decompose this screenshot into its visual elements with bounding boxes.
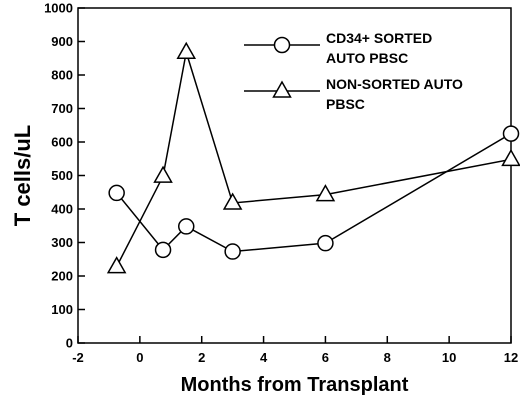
- data-point-triangle: [176, 41, 197, 59]
- data-point-triangle: [222, 192, 243, 210]
- legend-label: PBSC: [326, 96, 365, 112]
- data-point-circle: [224, 243, 241, 260]
- y-tick-label: 400: [51, 202, 73, 217]
- x-tick-label: 4: [260, 350, 268, 365]
- axes: [77, 7, 512, 344]
- data-point-circle: [502, 125, 520, 142]
- legend-label: AUTO PBSC: [326, 50, 408, 66]
- x-tick-label: 0: [136, 350, 143, 365]
- data-point-circle: [317, 234, 334, 252]
- legend-entry-2: NON-SORTED AUTO PBSC: [244, 76, 463, 112]
- x-axis-ticks: -2 0 2 4 6 8 10 12: [72, 336, 518, 365]
- data-point-triangle: [106, 256, 127, 274]
- data-point-triangle: [315, 184, 336, 202]
- x-tick-label: 2: [198, 350, 205, 365]
- x-tick-label: -2: [72, 350, 84, 365]
- x-axis-title: Months from Transplant: [181, 374, 409, 396]
- y-tick-label: 500: [51, 168, 73, 183]
- data-point-circle: [154, 241, 172, 259]
- x-tick-label: 10: [442, 350, 456, 365]
- data-point-triangle: [501, 148, 520, 167]
- legend-marker-triangle: [272, 80, 292, 98]
- plot-frame: [77, 7, 512, 344]
- series-line: [115, 51, 512, 267]
- data-point-triangle: [153, 165, 173, 183]
- legend: CD34+ SORTED AUTO PBSC NON-SORTED AUTO PBSC: [244, 30, 463, 112]
- y-axis-ticks: 0 100 200 300 400 500 600 700 800 900 1000: [44, 1, 85, 351]
- series-group: [106, 41, 520, 274]
- legend-marker-circle: [273, 36, 291, 54]
- y-tick-label: 200: [51, 269, 73, 284]
- y-tick-label: 600: [51, 135, 73, 150]
- series-line: [116, 132, 512, 253]
- y-tick-label: 100: [51, 302, 73, 317]
- data-point-circle: [108, 184, 125, 202]
- y-tick-label: 900: [51, 34, 73, 49]
- series-cd34-sorted: [108, 125, 520, 260]
- legend-entry-1: CD34+ SORTED AUTO PBSC: [244, 30, 432, 66]
- y-tick-label: 800: [51, 68, 73, 83]
- series-non-sorted: [106, 41, 520, 274]
- x-tick-label: 6: [322, 350, 329, 365]
- x-tick-label: 8: [384, 350, 391, 365]
- y-axis-title: T cells/uL: [10, 125, 35, 226]
- data-point-circle: [178, 218, 195, 235]
- x-tick-label: 12: [504, 350, 518, 365]
- y-tick-label: 0: [66, 336, 73, 351]
- y-tick-label: 700: [51, 101, 73, 116]
- y-tick-label: 300: [51, 235, 73, 250]
- y-tick-label: 1000: [44, 1, 73, 16]
- legend-label: NON-SORTED AUTO: [326, 76, 463, 92]
- legend-label: CD34+ SORTED: [326, 30, 432, 46]
